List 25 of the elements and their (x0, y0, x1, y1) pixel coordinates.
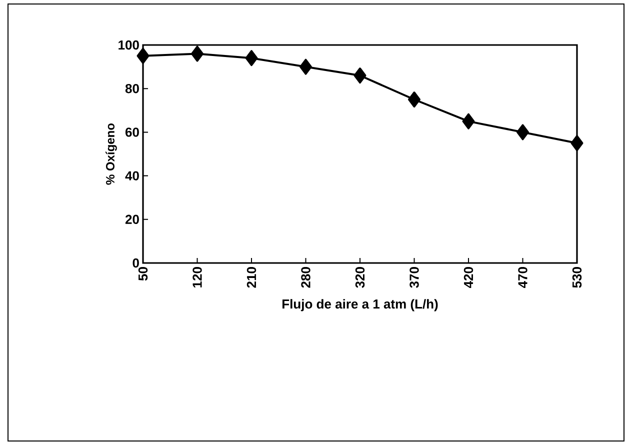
x-tick-label: 420 (464, 267, 474, 288)
y-tick-label: 80 (125, 84, 139, 94)
y-tick-label: 60 (125, 128, 139, 137)
y-tick-label: 100 (118, 40, 139, 50)
point (245, 50, 258, 66)
x-tick-label: 50 (138, 267, 148, 281)
y-tick-label: 20 (125, 214, 139, 224)
x-tick-label: 120 (192, 267, 202, 288)
y-axis-title: % Oxígeno (106, 123, 117, 185)
point (354, 68, 366, 84)
y-tick-label: 40 (125, 171, 139, 180)
point (516, 124, 529, 140)
x-axis-title: Flujo de aire a 1 atm (L/h) (282, 299, 438, 312)
point (191, 46, 204, 62)
x-tick-label: 370 (410, 267, 419, 288)
x-tick-label: 530 (572, 267, 582, 288)
x-tick-label: 470 (518, 267, 528, 288)
point (570, 135, 584, 152)
x-tick-label: 280 (301, 267, 310, 288)
point (300, 58, 312, 75)
x-tick-label: 320 (355, 267, 365, 288)
y-tick-label: 0 (132, 258, 139, 268)
x-tick-label: 210 (246, 267, 256, 288)
point (462, 113, 475, 130)
point (408, 92, 420, 108)
